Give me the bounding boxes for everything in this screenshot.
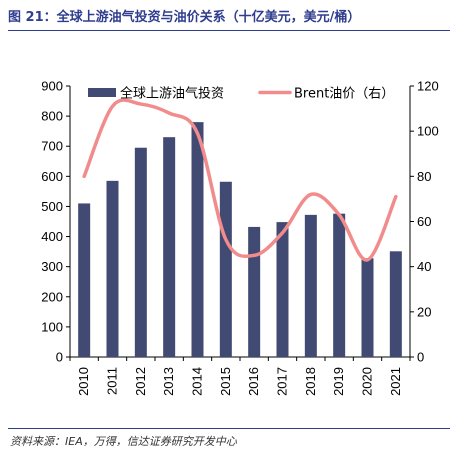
legend-label-bar: 全球上游油气投资 bbox=[120, 86, 224, 102]
x-tick-label: 2018 bbox=[303, 367, 318, 396]
line-series bbox=[82, 98, 398, 262]
left-tick-label: 300 bbox=[41, 259, 63, 274]
axes bbox=[66, 85, 414, 361]
bar bbox=[304, 214, 317, 357]
legend: 全球上游油气投资 Brent油价（右） bbox=[88, 86, 394, 102]
left-tick-label: 400 bbox=[41, 229, 63, 244]
bar bbox=[389, 251, 402, 357]
bar bbox=[191, 122, 204, 357]
bar bbox=[248, 226, 261, 357]
legend-swatch-bar bbox=[88, 88, 116, 97]
bar bbox=[163, 137, 176, 357]
x-tick-label: 2010 bbox=[76, 367, 91, 396]
right-tick-label: 40 bbox=[417, 259, 431, 274]
x-tick-label: 2015 bbox=[218, 367, 233, 396]
left-tick-label: 700 bbox=[41, 139, 63, 154]
source-note: 资料来源：IEA，万得，信达证券研究开发中心 bbox=[10, 435, 237, 448]
x-tick-label: 2013 bbox=[161, 367, 176, 396]
x-tick-label: 2021 bbox=[388, 367, 403, 396]
tick-labels: 0 100 200 300 400 500 600 700 800 900 0 20 40 60 80 100… bbox=[41, 79, 438, 396]
chart-title: 图 21：全球上游油气投资与油价关系（十亿美元，美元/桶） bbox=[8, 10, 361, 25]
bar bbox=[276, 222, 289, 357]
right-tick-label: 60 bbox=[417, 214, 431, 229]
x-tick-label: 2017 bbox=[275, 367, 290, 396]
right-tick-label: 0 bbox=[417, 350, 424, 365]
x-tick-label: 2016 bbox=[246, 367, 261, 396]
bar bbox=[78, 203, 91, 357]
right-tick-label: 20 bbox=[417, 304, 431, 319]
brent-line bbox=[82, 98, 398, 262]
x-tick-label: 2019 bbox=[331, 367, 346, 396]
left-tick-label: 100 bbox=[41, 319, 63, 334]
source-divider bbox=[8, 428, 450, 429]
bar bbox=[106, 180, 119, 357]
left-tick-label: 600 bbox=[41, 169, 63, 184]
title-divider bbox=[8, 30, 450, 31]
bar bbox=[134, 147, 147, 357]
left-tick-label: 800 bbox=[41, 109, 63, 124]
right-tick-label: 100 bbox=[417, 124, 439, 139]
right-tick-label: 80 bbox=[417, 169, 431, 184]
x-tick-label: 2012 bbox=[133, 367, 148, 396]
x-tick-label: 2011 bbox=[105, 367, 120, 395]
bar-series bbox=[78, 122, 402, 357]
bar bbox=[333, 213, 346, 357]
legend-label-line: Brent油价（右） bbox=[294, 87, 394, 102]
left-tick-label: 900 bbox=[41, 79, 63, 94]
right-tick-label: 120 bbox=[417, 79, 439, 94]
left-tick-label: 500 bbox=[41, 199, 63, 214]
x-tick-label: 2020 bbox=[360, 367, 375, 396]
left-tick-label: 0 bbox=[56, 350, 63, 365]
left-tick-label: 200 bbox=[41, 289, 63, 304]
x-tick-label: 2014 bbox=[190, 367, 205, 396]
bar bbox=[219, 181, 232, 357]
bar bbox=[361, 258, 374, 357]
